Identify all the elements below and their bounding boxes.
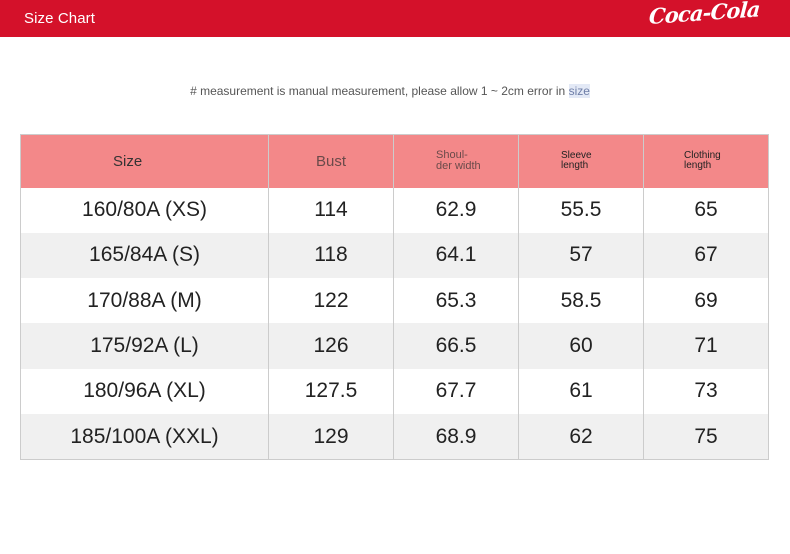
column-header-clothing-line2: length: [684, 160, 712, 172]
table-header: Size Bust Shoul- der width Sleeve length…: [20, 134, 769, 188]
shoulder-width-cell: 67.7: [393, 368, 519, 415]
bust-cell: 126: [268, 323, 394, 369]
clothing-length-cell: 73: [694, 379, 718, 403]
shoulder-width-cell: 68.9: [393, 414, 519, 460]
size-cell: 175/92A (L): [20, 323, 269, 369]
table-row: 165/84A (S) 118 64.1 57 67: [20, 232, 769, 279]
page-title: Size Chart: [24, 10, 96, 27]
measurement-note-text: # measurement is manual measurement, ple…: [190, 84, 569, 98]
clothing-length-cell: 67: [694, 243, 718, 267]
shoulder-width-cell: 64.1: [393, 232, 519, 279]
column-header-sleeve-line1: Sleeve: [561, 150, 592, 162]
size-cell: 165/84A (S): [20, 232, 269, 279]
sleeve-length-cell: 60: [518, 323, 644, 369]
sleeve-length-cell: 61: [518, 368, 644, 415]
table-row: 180/96A (XL) 127.5 67.7 61 73: [20, 368, 769, 415]
sleeve-length-cell: 57: [518, 232, 644, 279]
clothing-length-cell: 71: [694, 334, 718, 358]
column-header-clothing-line1: Clothing: [684, 150, 721, 162]
shoulder-width-cell: 65.3: [393, 278, 519, 324]
brand-logo: Coca-Cola: [648, 0, 761, 30]
bust-cell: 127.5: [268, 368, 394, 415]
size-table: Size Bust Shoul- der width Sleeve length…: [20, 134, 769, 460]
table-row: 185/100A (XXL) 129 68.9 62 75: [20, 414, 769, 460]
table-header-row: Size Bust Shoul- der width Sleeve length…: [20, 134, 769, 188]
shoulder-width-cell: 62.9: [393, 187, 519, 233]
column-header-shoulder-width: Shoul- der width: [393, 134, 519, 188]
bust-cell: 122: [268, 278, 394, 324]
clothing-length-cell: 75: [694, 424, 718, 448]
measurement-note: # measurement is manual measurement, ple…: [0, 84, 780, 98]
column-header-bust: Bust: [268, 134, 394, 188]
column-header-shoulder-line2: der width: [436, 160, 481, 173]
bust-cell: 118: [268, 232, 394, 279]
size-cell: 170/88A (M): [20, 278, 269, 324]
size-cell: 160/80A (XS): [20, 187, 269, 233]
table-body: 160/80A (XS) 114 62.9 55.5 65 165/84A (S…: [20, 187, 769, 460]
sleeve-length-cell: 55.5: [518, 187, 644, 233]
clothing-length-cell: 65: [694, 198, 718, 222]
clothing-length-cell: 69: [694, 288, 718, 312]
table-row: 170/88A (M) 122 65.3 58.5 69: [20, 278, 769, 324]
column-header-sleeve-length: Sleeve length: [518, 134, 644, 188]
measurement-note-highlight: size: [568, 84, 590, 98]
sleeve-length-cell: 62: [518, 414, 644, 460]
column-header-clothing-length: Clothing length: [644, 135, 769, 188]
table-row: 175/92A (L) 126 66.5 60 71: [20, 323, 769, 369]
size-cell: 180/96A (XL): [20, 368, 269, 415]
column-header-shoulder-line1: Shoul-: [436, 149, 468, 162]
header-banner: Size Chart Coca-Cola: [0, 0, 790, 37]
size-cell: 185/100A (XXL): [20, 414, 269, 460]
column-header-size: Size: [20, 134, 269, 188]
bust-cell: 129: [268, 414, 394, 460]
bust-cell: 114: [268, 187, 394, 233]
table-row: 160/80A (XS) 114 62.9 55.5 65: [20, 187, 769, 233]
column-header-sleeve-line2: length: [561, 160, 589, 172]
shoulder-width-cell: 66.5: [393, 323, 519, 369]
sleeve-length-cell: 58.5: [518, 278, 644, 324]
